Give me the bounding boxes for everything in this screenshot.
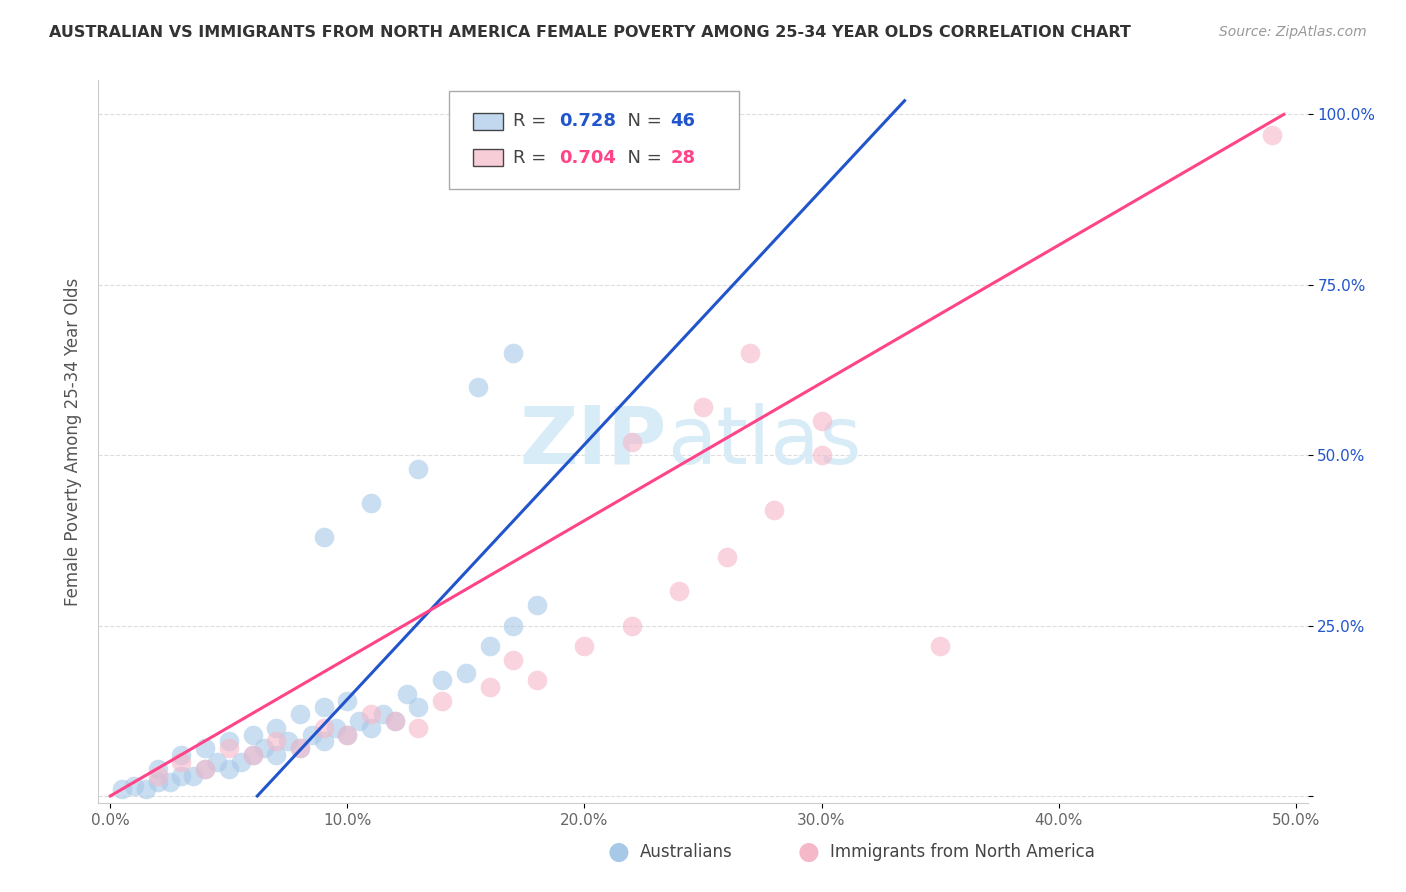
Point	[170, 755, 193, 769]
Point	[408, 700, 430, 714]
Point	[336, 728, 359, 742]
Point	[384, 714, 406, 728]
FancyBboxPatch shape	[474, 112, 503, 130]
Text: 28: 28	[671, 149, 696, 167]
Point	[312, 700, 335, 714]
Text: N =: N =	[616, 112, 668, 130]
Text: AUSTRALIAN VS IMMIGRANTS FROM NORTH AMERICA FEMALE POVERTY AMONG 25-34 YEAR OLDS: AUSTRALIAN VS IMMIGRANTS FROM NORTH AMER…	[49, 25, 1130, 40]
Point	[574, 639, 596, 653]
Point	[454, 666, 477, 681]
Text: 0.728: 0.728	[560, 112, 616, 130]
Point	[194, 762, 217, 776]
Text: Australians: Australians	[640, 843, 733, 861]
Point	[264, 721, 287, 735]
Point	[242, 748, 264, 763]
Point	[384, 714, 406, 728]
Text: atlas: atlas	[666, 402, 860, 481]
Point	[1261, 128, 1284, 142]
Point	[146, 762, 169, 776]
Point	[526, 673, 548, 687]
Point	[312, 721, 335, 735]
Point	[312, 530, 335, 544]
Point	[620, 434, 643, 449]
Text: Immigrants from North America: Immigrants from North America	[830, 843, 1094, 861]
Point	[371, 707, 394, 722]
Point	[146, 768, 169, 782]
Point	[574, 128, 596, 142]
Point	[526, 598, 548, 612]
Point	[194, 741, 217, 756]
Point	[253, 741, 276, 756]
Point	[432, 673, 454, 687]
Point	[170, 768, 193, 782]
Point	[763, 502, 786, 516]
Point	[288, 707, 311, 722]
Point	[336, 693, 359, 707]
Point	[347, 714, 370, 728]
Point	[205, 755, 228, 769]
Point	[181, 768, 204, 782]
Text: ●: ●	[797, 840, 820, 863]
Point	[432, 693, 454, 707]
Point	[408, 721, 430, 735]
Point	[502, 653, 524, 667]
Point	[301, 728, 323, 742]
Text: ZIP: ZIP	[519, 402, 666, 481]
Point	[810, 448, 832, 462]
Point	[218, 734, 240, 748]
Point	[111, 782, 134, 797]
Point	[264, 748, 287, 763]
Text: 0.704: 0.704	[560, 149, 616, 167]
Point	[336, 728, 359, 742]
Point	[668, 584, 690, 599]
Point	[502, 346, 524, 360]
Point	[159, 775, 181, 789]
Point	[929, 639, 952, 653]
Point	[242, 728, 264, 742]
Text: R =: R =	[513, 112, 553, 130]
Point	[170, 748, 193, 763]
Point	[277, 734, 299, 748]
Point	[218, 741, 240, 756]
Point	[478, 639, 501, 653]
Text: ●: ●	[607, 840, 630, 863]
Point	[692, 401, 714, 415]
Point	[502, 618, 524, 632]
Point	[288, 741, 311, 756]
Text: R =: R =	[513, 149, 553, 167]
Point	[288, 741, 311, 756]
FancyBboxPatch shape	[474, 149, 503, 166]
Point	[242, 748, 264, 763]
Point	[264, 734, 287, 748]
Point	[194, 762, 217, 776]
Point	[218, 762, 240, 776]
Point	[478, 680, 501, 694]
Point	[360, 721, 382, 735]
Text: 46: 46	[671, 112, 696, 130]
Point	[395, 687, 418, 701]
Point	[229, 755, 252, 769]
Point	[810, 414, 832, 428]
FancyBboxPatch shape	[449, 91, 740, 189]
Point	[325, 721, 347, 735]
Point	[122, 779, 145, 793]
Point	[716, 550, 738, 565]
Point	[740, 346, 762, 360]
Point	[146, 775, 169, 789]
Point	[135, 782, 157, 797]
Text: Source: ZipAtlas.com: Source: ZipAtlas.com	[1219, 25, 1367, 39]
Point	[360, 496, 382, 510]
Point	[408, 462, 430, 476]
Point	[312, 734, 335, 748]
Point	[360, 707, 382, 722]
Y-axis label: Female Poverty Among 25-34 Year Olds: Female Poverty Among 25-34 Year Olds	[63, 277, 82, 606]
Point	[467, 380, 489, 394]
Text: N =: N =	[616, 149, 668, 167]
Point	[620, 618, 643, 632]
